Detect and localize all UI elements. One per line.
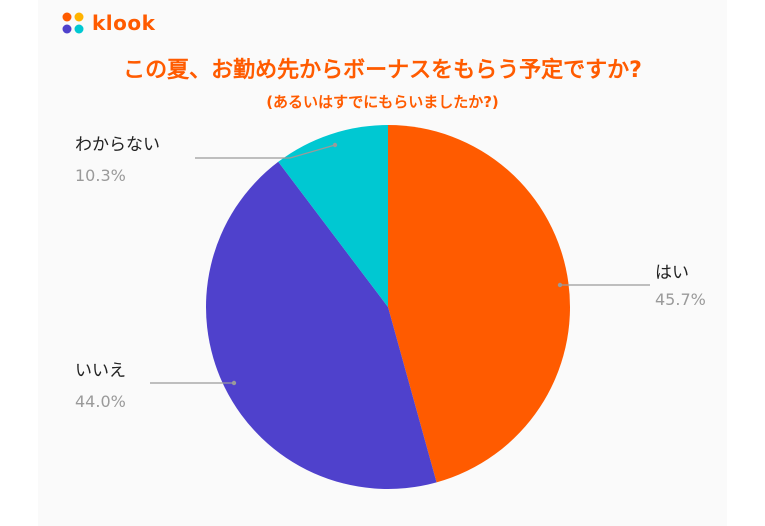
slice-category-no: いいえ [75, 361, 126, 381]
slice-label-no: いいえ 44.0% [75, 361, 237, 411]
pie-slice-yes [388, 125, 571, 483]
klook-logo: klook [60, 8, 155, 38]
leader-line-unknown [195, 144, 336, 159]
pie-slice-unknown [278, 125, 388, 307]
leader-dot-yes [557, 282, 563, 288]
leader-dot-no [231, 380, 237, 386]
klook-logo-text: klook [92, 11, 156, 35]
slice-value-unknown: 10.3% [75, 166, 126, 185]
slice-category-yes: はい [655, 263, 689, 283]
slice-value-yes: 45.7% [655, 290, 706, 309]
pie-slice-no [205, 161, 437, 490]
slice-category-unknown: わからない [75, 135, 160, 155]
slice-value-no: 44.0% [75, 392, 126, 411]
chart-title: この夏、お勤め先からボーナスをもらう予定ですか? [123, 58, 642, 83]
klook-logo-icon [62, 12, 84, 34]
chart-subtitle: (あるいはすでにもらいましたか?) [266, 93, 499, 111]
slice-label-yes: はい 45.7% [557, 263, 706, 309]
leader-dot-unknown [332, 142, 338, 148]
slice-label-unknown: わからない 10.3% [75, 135, 338, 185]
